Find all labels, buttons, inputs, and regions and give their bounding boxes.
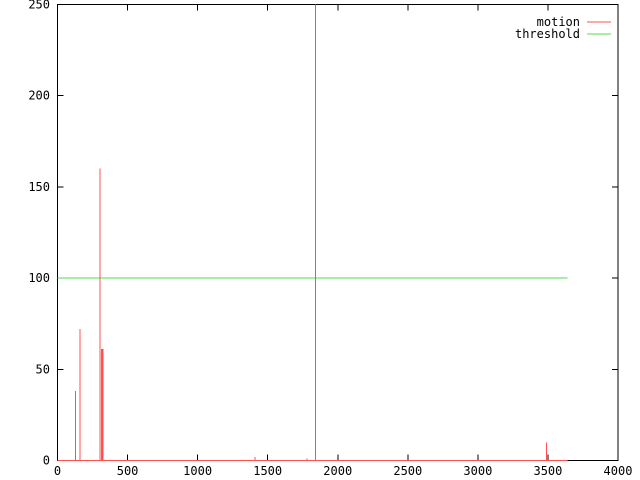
legend-label-motion: motion [537, 15, 580, 29]
x-tick-label: 1500 [253, 464, 282, 478]
x-tick-label: 3000 [463, 464, 492, 478]
plot-border-group [57, 4, 619, 461]
y-tick-label: 200 [28, 89, 50, 103]
y-tick-label: 150 [28, 180, 50, 194]
x-tick-label: 2500 [393, 464, 422, 478]
axis-ticks-group [57, 4, 619, 461]
x-tick-label: 2000 [323, 464, 352, 478]
y-tick-label: 250 [28, 0, 50, 12]
y-tick-label: 100 [28, 271, 50, 285]
y-tick-label: 0 [43, 454, 50, 468]
x-tick-label: 0 [54, 464, 61, 478]
x-tick-label: 1000 [183, 464, 212, 478]
x-tick-label: 4000 [604, 464, 633, 478]
axis-labels-group: 0 500 1000 1500 2000 2500 3000 3500 4000 0 50 100 15… [28, 0, 632, 478]
x-tick-label: 500 [117, 464, 139, 478]
plot-border [57, 4, 619, 461]
legend: motion threshold [515, 15, 611, 41]
x-tick-label: 3500 [533, 464, 562, 478]
series-group [57, 4, 568, 461]
y-tick-label: 50 [36, 362, 50, 376]
legend-label-threshold: threshold [515, 27, 580, 41]
